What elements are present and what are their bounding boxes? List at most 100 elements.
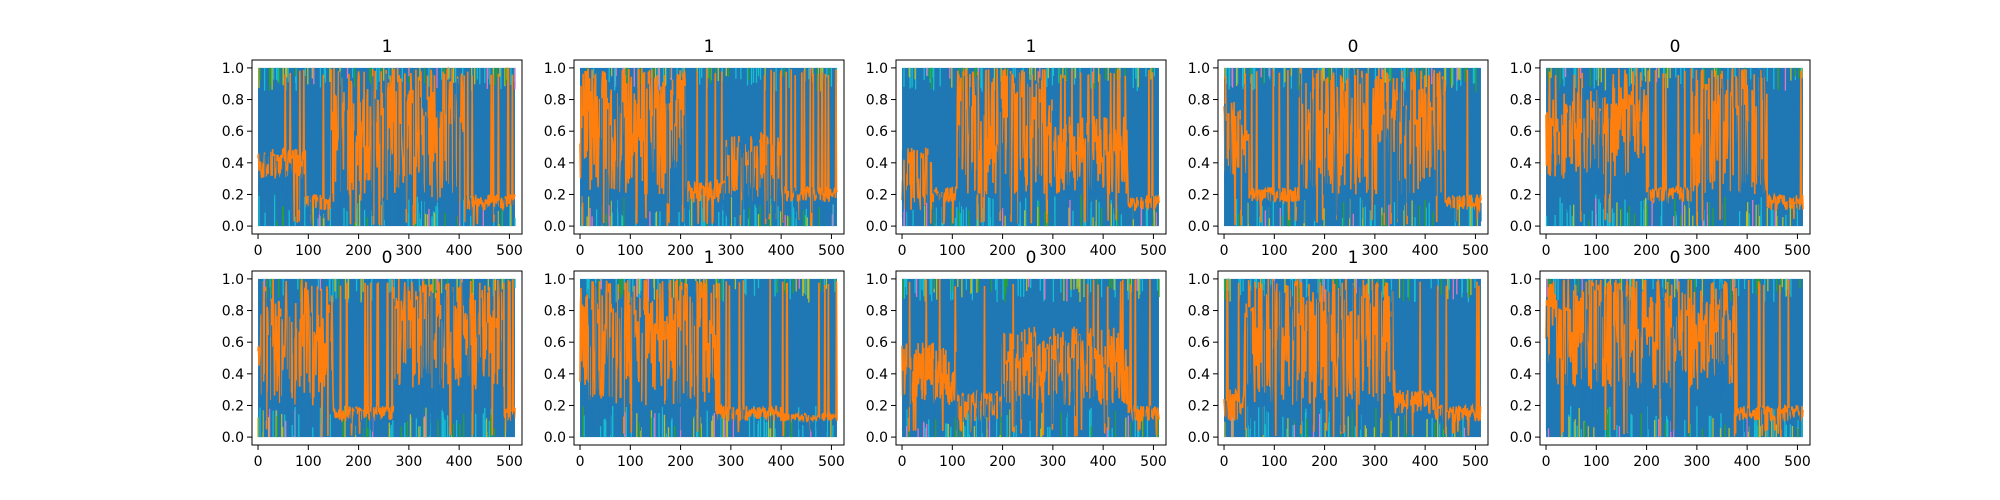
axes-frame	[1539, 270, 1811, 446]
y-tick-label: 0.8	[544, 304, 566, 320]
y-tick-label: 0.6	[866, 124, 888, 140]
y-tick-label: 1.0	[1510, 61, 1532, 77]
series-blue-dips	[589, 279, 836, 437]
plot-area	[1223, 67, 1482, 227]
plot-area	[901, 278, 1160, 438]
axes-frame	[1217, 59, 1489, 235]
x-tick-label: 500	[818, 454, 845, 470]
subplot-2: 0 100 200 300 400 500 0.0 0.2 0.4 0.6 0.8 1.0 1	[544, 37, 845, 259]
plot-area	[257, 66, 516, 227]
y-tick-label: 0.2	[1188, 187, 1210, 203]
x-tick-label: 300	[1040, 454, 1067, 470]
y-tick-label: 1.0	[1188, 272, 1210, 288]
x-tick-label: 400	[1412, 454, 1439, 470]
subplot-8: 0 100 200 300 400 500 0.0 0.2 0.4 0.6 0.8 1.0 0	[866, 248, 1167, 470]
y-tick-label: 0.8	[222, 304, 244, 320]
subplot-title: 0	[1670, 37, 1681, 57]
x-tick-label: 300	[1362, 454, 1389, 470]
y-tick-label: 0.4	[1510, 367, 1532, 383]
y-tick-label: 0.8	[1510, 93, 1532, 109]
x-tick-label: 400	[768, 243, 795, 259]
y-tick-label: 0.2	[866, 187, 888, 203]
y-tick-label: 0.4	[222, 367, 244, 383]
axes-frame	[895, 270, 1167, 446]
plot-area	[1545, 278, 1804, 438]
y-tick-label: 0.6	[1510, 335, 1532, 351]
axes-frame	[251, 59, 523, 235]
x-tick-label: 400	[1734, 243, 1761, 259]
y-tick-label: 0.0	[1188, 430, 1210, 446]
y-tick-label: 0.6	[544, 124, 566, 140]
x-tick-label: 300	[396, 454, 423, 470]
x-tick-label: 0	[1542, 454, 1551, 470]
x-tick-label: 0	[898, 243, 907, 259]
series-blue-dips	[902, 330, 1151, 437]
x-tick-label: 300	[1684, 243, 1711, 259]
y-tick-label: 0.2	[544, 398, 566, 414]
subplot-title: 1	[1348, 248, 1359, 268]
y-tick-label: 0.8	[866, 93, 888, 109]
y-tick-label: 0.4	[222, 156, 244, 172]
x-tick-label: 100	[1261, 454, 1288, 470]
series-orange	[1223, 277, 1482, 437]
y-tick-label: 0.2	[222, 187, 244, 203]
x-tick-label: 200	[1311, 243, 1338, 259]
subplot-6: 0 100 200 300 400 500 0.0 0.2 0.4 0.6 0.8 1.0 0	[222, 248, 523, 470]
y-tick-label: 0.0	[866, 430, 888, 446]
axes-frame	[1217, 270, 1489, 446]
x-tick-label: 300	[1040, 243, 1067, 259]
y-tick-label: 0.4	[1510, 156, 1532, 172]
y-tick-label: 0.0	[544, 430, 566, 446]
y-tick-label: 1.0	[1510, 272, 1532, 288]
x-tick-label: 300	[1362, 243, 1389, 259]
x-tick-label: 0	[1220, 243, 1229, 259]
x-tick-label: 100	[617, 243, 644, 259]
y-tick-label: 0.4	[866, 367, 888, 383]
x-tick-label: 400	[446, 243, 473, 259]
x-tick-label: 100	[939, 243, 966, 259]
series-orange	[257, 279, 516, 437]
subplot-10: 0 100 200 300 400 500 0.0 0.2 0.4 0.6 0.8 1.0 0	[1510, 248, 1811, 470]
series-pink	[905, 278, 1138, 438]
subplot-5: 0 100 200 300 400 500 0.0 0.2 0.4 0.6 0.8 1.0 0	[1510, 37, 1811, 259]
y-tick-label: 0.6	[1510, 124, 1532, 140]
subplot-title: 1	[382, 37, 393, 57]
plot-area	[1223, 277, 1482, 438]
x-tick-label: 0	[1542, 243, 1551, 259]
y-tick-label: 0.0	[1510, 219, 1532, 235]
x-tick-label: 100	[1583, 454, 1610, 470]
y-tick-label: 0.8	[222, 93, 244, 109]
subplot-title: 0	[1348, 37, 1359, 57]
subplot-title: 0	[1026, 248, 1037, 268]
x-tick-label: 500	[1140, 243, 1167, 259]
y-tick-label: 0.6	[222, 335, 244, 351]
x-tick-label: 500	[1784, 243, 1811, 259]
plot-area	[1545, 67, 1804, 227]
y-tick-label: 0.4	[1188, 367, 1210, 383]
x-tick-label: 200	[345, 454, 372, 470]
y-tick-label: 0.8	[866, 304, 888, 320]
x-tick-label: 200	[1633, 243, 1660, 259]
subplot-4: 0 100 200 300 400 500 0.0 0.2 0.4 0.6 0.8 1.0 0	[1188, 37, 1489, 259]
x-tick-label: 300	[396, 243, 423, 259]
y-tick-label: 0.4	[866, 156, 888, 172]
x-tick-label: 300	[718, 243, 745, 259]
subplot-title: 1	[704, 37, 715, 57]
y-tick-label: 0.4	[544, 367, 566, 383]
x-tick-label: 200	[989, 454, 1016, 470]
x-tick-label: 0	[898, 454, 907, 470]
y-tick-label: 0.8	[544, 93, 566, 109]
x-tick-label: 500	[1462, 454, 1489, 470]
axes-frame	[573, 59, 845, 235]
y-tick-label: 0.2	[1510, 187, 1532, 203]
x-tick-label: 0	[576, 454, 585, 470]
y-tick-label: 1.0	[1188, 61, 1210, 77]
x-tick-label: 300	[718, 454, 745, 470]
y-tick-label: 0.0	[1510, 430, 1532, 446]
y-tick-label: 0.0	[544, 219, 566, 235]
x-tick-label: 400	[446, 454, 473, 470]
x-tick-label: 0	[254, 454, 263, 470]
x-tick-label: 0	[1220, 454, 1229, 470]
x-tick-label: 100	[1583, 243, 1610, 259]
